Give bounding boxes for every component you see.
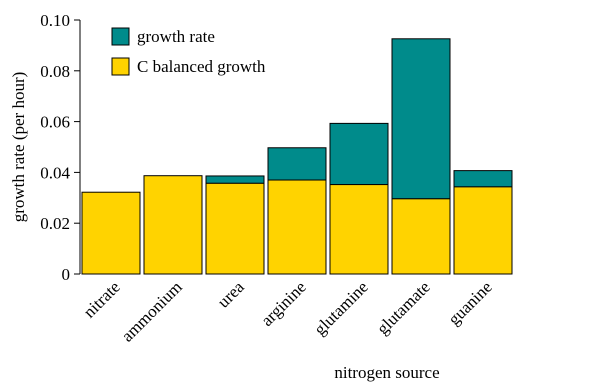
- y-axis-title: growth rate (per hour): [9, 72, 28, 223]
- y-tick-label: 0.06: [40, 113, 70, 132]
- bar-growth-rate-arginine: [267, 147, 327, 181]
- bar-c-balanced-ammonium: [143, 175, 203, 275]
- bar-c-balanced-guanine: [453, 186, 513, 275]
- bar-c-balanced-arginine: [267, 179, 327, 275]
- bar-c-balanced-glutamate: [391, 198, 451, 275]
- y-tick-label: 0.08: [40, 62, 70, 81]
- x-tick-label-nitrate: nitrate: [80, 277, 124, 321]
- legend-swatch: [111, 27, 130, 46]
- legend: growth rate C balanced growth: [111, 27, 266, 76]
- x-axis-title: nitrogen source: [334, 363, 439, 382]
- bar-c-balanced-glutamine: [329, 184, 389, 275]
- x-tick-label-guanine: guanine: [444, 277, 495, 328]
- bar-c-balanced-nitrate: [81, 191, 141, 275]
- y-tick-label: 0.10: [40, 11, 70, 30]
- legend-swatch: [111, 57, 130, 76]
- bars: [81, 38, 513, 275]
- x-tick-label-ammonium: ammonium: [118, 277, 186, 345]
- y-tick-label: 0.02: [40, 214, 70, 233]
- y-axis: 0 0.02 0.04 0.06 0.08 0.10: [40, 11, 81, 284]
- bar-growth-rate-glutamate: [391, 38, 451, 200]
- x-tick-label-glutamine: glutamine: [310, 277, 372, 339]
- bar-growth-rate-urea: [205, 175, 265, 184]
- x-tick-label-arginine: arginine: [257, 277, 310, 330]
- x-tick-label-glutamate: glutamate: [373, 277, 434, 338]
- y-tick-label: 0.04: [40, 163, 70, 182]
- bar-c-balanced-urea: [205, 182, 265, 275]
- legend-label: growth rate: [137, 27, 215, 46]
- y-tick-label: 0: [62, 265, 71, 284]
- legend-label: C balanced growth: [137, 57, 266, 76]
- bar-growth-rate-glutamine: [329, 122, 389, 186]
- x-tick-label-urea: urea: [214, 277, 248, 311]
- bar-growth-rate-guanine: [453, 170, 513, 188]
